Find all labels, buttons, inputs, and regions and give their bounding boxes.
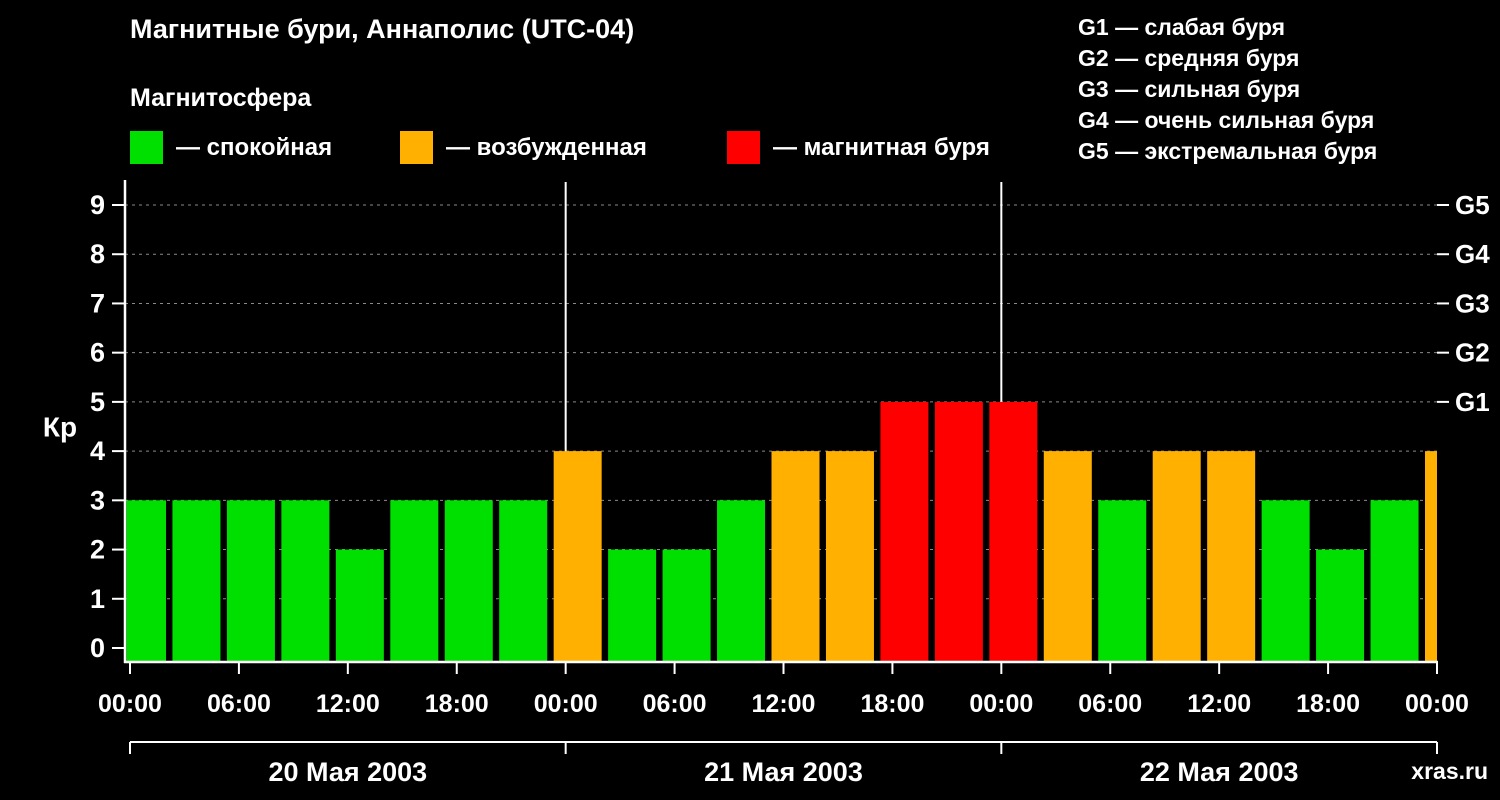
kp-bar [553, 451, 602, 661]
kp-bar [1316, 549, 1365, 661]
kp-bar [662, 549, 711, 661]
kp-bar [335, 549, 384, 661]
time-label: 06:00 [643, 690, 707, 718]
kp-bar [126, 500, 166, 661]
quiet-legend-label: — спокойная [176, 133, 333, 161]
active-legend-label: — возбужденная [446, 133, 647, 161]
kp-bar [771, 451, 820, 661]
date-label: 21 Мая 2003 [704, 757, 863, 787]
g-scale-item-g4: G4 — очень сильная буря [1078, 107, 1375, 133]
legend-item-storm: — магнитная буря [727, 131, 990, 164]
date-label: 22 Мая 2003 [1140, 757, 1299, 787]
y-tick-label-1: 1 [90, 584, 105, 614]
time-label: 00:00 [969, 690, 1033, 718]
legend-item-active: — возбужденная [400, 131, 647, 164]
time-label: 06:00 [207, 690, 271, 718]
kp-bar [934, 401, 983, 661]
time-label: 06:00 [1078, 690, 1142, 718]
time-label: 18:00 [1296, 690, 1360, 718]
kp-bars-group [126, 401, 1437, 661]
g-scale-item-g3: G3 — сильная буря [1078, 76, 1301, 102]
y-tick-label-4: 4 [90, 436, 105, 466]
g-level-label-g4: G4 [1455, 239, 1490, 269]
time-label: 18:00 [425, 690, 489, 718]
y-tick-label-3: 3 [90, 485, 105, 515]
kp-bar [444, 500, 493, 661]
watermark: xras.ru [1411, 758, 1488, 784]
active-swatch-icon [400, 131, 433, 164]
kp-bar [1207, 451, 1256, 661]
time-label: 12:00 [1187, 690, 1251, 718]
kp-bar [1152, 451, 1201, 661]
g-scale-item-g2: G2 — средняя буря [1078, 45, 1300, 71]
y-tick-label-9: 9 [90, 190, 105, 220]
legend-item-quiet: — спокойная [130, 131, 332, 164]
y-tick-label-8: 8 [90, 239, 105, 269]
kp-bar [226, 500, 275, 661]
kp-bar [1261, 500, 1310, 661]
kp-bar [1370, 500, 1419, 661]
kp-bar [825, 451, 874, 661]
page-title: Магнитные бури, Аннаполис (UTC-04) [130, 14, 635, 44]
g-level-label-g3: G3 [1455, 288, 1490, 318]
y-tick-label-7: 7 [90, 288, 105, 318]
y-tick-label-6: 6 [90, 338, 105, 368]
y-tick-label-5: 5 [90, 387, 105, 417]
kp-bar [608, 549, 657, 661]
storm-legend-label: — магнитная буря [773, 133, 990, 161]
y-axis-title: Кр [43, 412, 77, 443]
kp-bar [1098, 500, 1147, 661]
storm-swatch-icon [727, 131, 760, 164]
y-tick-label-2: 2 [90, 535, 105, 565]
time-label: 00:00 [1405, 690, 1469, 718]
kp-bar [880, 401, 929, 661]
quiet-swatch-icon [130, 131, 163, 164]
kp-bar [1425, 451, 1437, 661]
time-label: 18:00 [860, 690, 924, 718]
kp-bar [172, 500, 221, 661]
kp-bar [717, 500, 766, 661]
kp-bar [989, 401, 1038, 661]
kp-bar [390, 500, 439, 661]
kp-bar [1043, 451, 1092, 661]
g-level-label-g5: G5 [1455, 190, 1490, 220]
kp-bar [281, 500, 330, 661]
g-level-label-g1: G1 [1455, 387, 1490, 417]
kp-bar [499, 500, 548, 661]
g-scale-legend: G1 — слабая буря G2 — средняя буря G3 — … [1078, 12, 1377, 167]
g-level-label-g2: G2 [1455, 338, 1490, 368]
magnetosphere-subtitle: Магнитосфера [130, 84, 312, 112]
time-label: 00:00 [534, 690, 598, 718]
g-scale-item-g1: G1 — слабая буря [1078, 14, 1286, 40]
time-label: 12:00 [752, 690, 816, 718]
time-label: 12:00 [316, 690, 380, 718]
time-label: 00:00 [98, 690, 162, 718]
date-label: 20 Мая 2003 [268, 757, 427, 787]
y-tick-label-0: 0 [90, 633, 105, 663]
g-scale-item-g5: G5 — экстремальная буря [1078, 138, 1378, 164]
